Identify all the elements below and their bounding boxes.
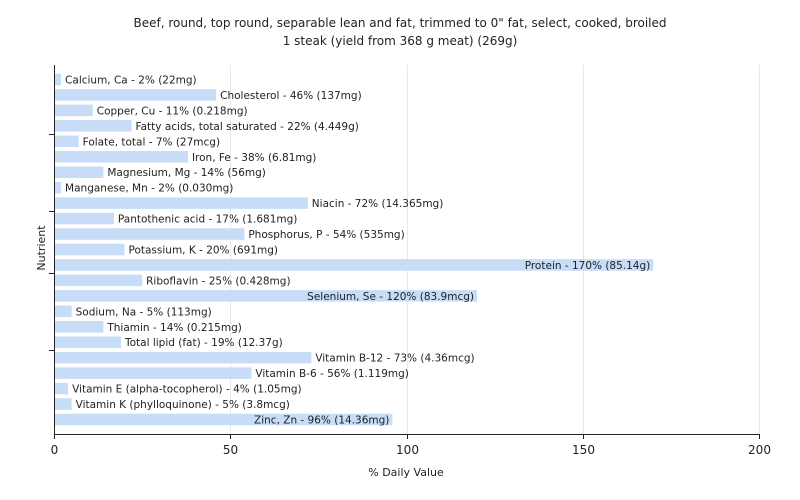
bar <box>54 197 308 209</box>
data-label: Copper, Cu - 11% (0.218mg) <box>97 105 248 117</box>
axes <box>49 65 760 439</box>
bar-labels: Calcium, Ca - 2% (22mg) Cholesterol - 46%… <box>65 75 650 427</box>
bar <box>54 382 69 395</box>
bar <box>54 305 72 318</box>
data-label: Folate, total - 7% (27mcg) <box>83 136 220 148</box>
bar <box>54 398 72 410</box>
data-label: Selenium, Se - 120% (83.9mcg) <box>307 291 474 303</box>
bar <box>54 151 188 163</box>
data-label: Calcium, Ca - 2% (22mg) <box>65 75 197 87</box>
bar <box>54 73 62 86</box>
bar <box>54 243 125 256</box>
bars <box>54 73 654 426</box>
bar <box>54 259 654 271</box>
data-label: Zinc, Zn - 96% (14.36mg) <box>254 415 389 427</box>
data-label: Vitamin B-6 - 56% (1.119mg) <box>255 368 409 380</box>
data-label: Vitamin B-12 - 73% (4.36mcg) <box>315 353 474 365</box>
chart-subtitle: 1 steak (yield from 368 g meat) (269g) <box>283 34 518 48</box>
x-tick-label: 200 <box>748 443 771 457</box>
x-tick-label: 100 <box>396 443 419 457</box>
data-label: Riboflavin - 25% (0.428mg) <box>146 275 290 287</box>
data-label: Pantothenic acid - 17% (1.681mg) <box>118 214 297 226</box>
bar <box>54 351 312 364</box>
bar <box>54 228 245 240</box>
bar <box>54 89 217 101</box>
data-label: Niacin - 72% (14.365mg) <box>312 198 444 210</box>
x-tick-label: 50 <box>223 443 238 457</box>
bar <box>54 166 104 178</box>
bar <box>54 135 79 148</box>
bar <box>54 212 114 225</box>
bar <box>54 321 104 333</box>
data-label: Fatty acids, total saturated - 22% (4.44… <box>136 121 359 133</box>
data-label: Magnesium, Mg - 14% (56mg) <box>107 167 266 179</box>
data-label: Potassium, K - 20% (691mg) <box>129 245 279 257</box>
data-label: Thiamin - 14% (0.215mg) <box>106 322 242 334</box>
data-label: Sodium, Na - 5% (113mg) <box>76 306 212 318</box>
data-label: Protein - 170% (85.14g) <box>525 260 651 272</box>
bar <box>54 120 132 132</box>
bar <box>54 290 477 302</box>
data-label: Vitamin E (alpha-tocopherol) - 4% (1.05m… <box>72 384 302 396</box>
x-tick-label: 150 <box>572 443 595 457</box>
data-label: Phosphorus, P - 54% (535mg) <box>248 229 404 241</box>
data-label: Total lipid (fat) - 19% (12.37g) <box>124 337 283 349</box>
bar <box>54 413 393 426</box>
bar <box>54 181 62 194</box>
data-label: Manganese, Mn - 2% (0.030mg) <box>65 183 233 195</box>
y-axis-label: Nutrient <box>35 225 48 271</box>
chart-title: Beef, round, top round, separable lean a… <box>133 16 666 30</box>
data-label: Cholesterol - 46% (137mg) <box>220 90 362 102</box>
x-tick-labels: 0 50 100 150 200 <box>51 443 771 457</box>
data-label: Vitamin K (phylloquinone) - 5% (3.8mcg) <box>76 399 290 411</box>
bar <box>54 104 93 117</box>
data-label: Iron, Fe - 38% (6.81mg) <box>192 152 316 164</box>
bar <box>54 336 121 348</box>
x-tick-label: 0 <box>51 443 59 457</box>
bar <box>54 367 252 379</box>
x-axis-label: % Daily Value <box>368 466 444 479</box>
bar <box>54 274 143 287</box>
